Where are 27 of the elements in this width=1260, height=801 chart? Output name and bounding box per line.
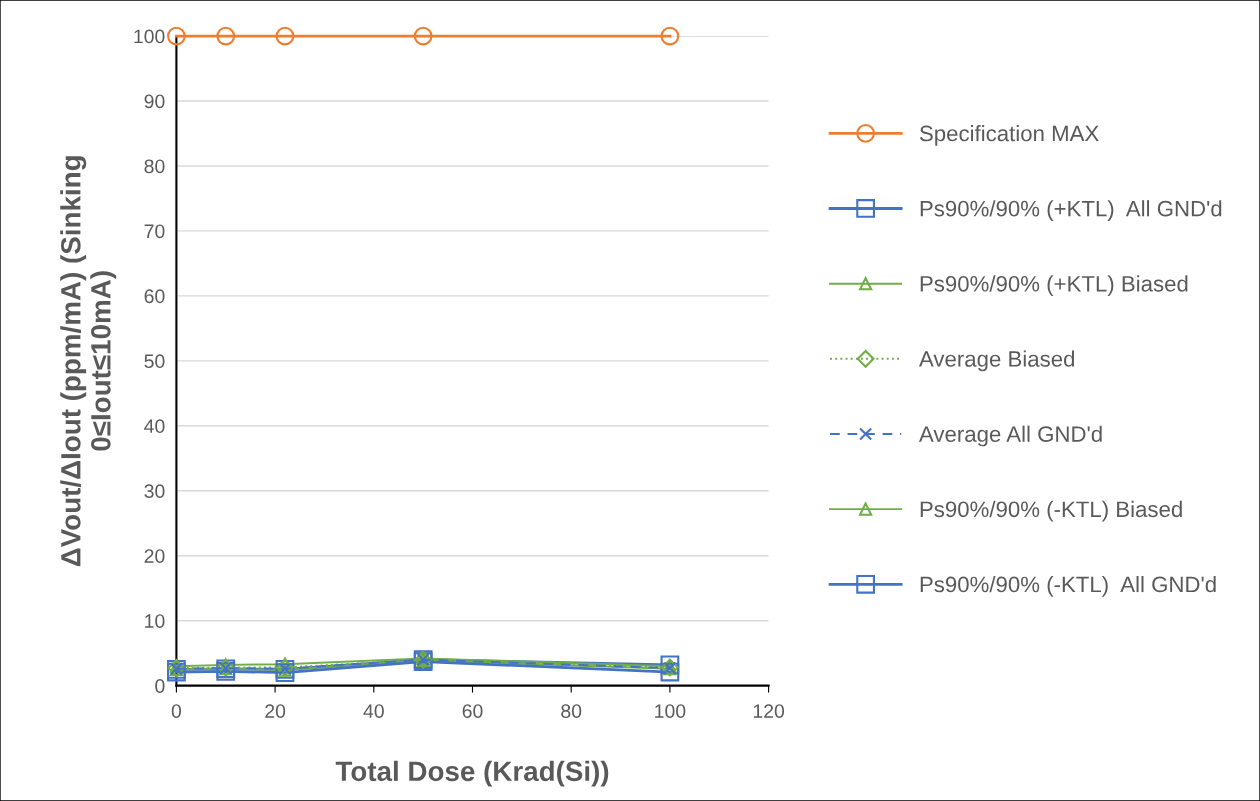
legend-label: Average All GND'd <box>918 425 1102 447</box>
x-tick-label: 100 <box>655 704 686 718</box>
x-tick-label: 0 <box>171 704 182 718</box>
x-axis-title: Total Dose (Krad(Si)) <box>335 760 609 787</box>
y-tick-label: 0 <box>155 679 165 693</box>
legend-label: Ps90%/90% (+KTL) All GND'd <box>920 200 1222 221</box>
y-tick-label: 100 <box>134 29 165 44</box>
y-axis-title: ΔVout/ΔIout (ppm/mA) (Sinking 0≤Iout≤10mA) <box>60 156 117 567</box>
x-tick-label: 120 <box>753 704 785 718</box>
x-tick-label: 20 <box>265 704 286 718</box>
legend-label: Ps90%/90% (-KTL) Biased <box>920 500 1182 522</box>
legend-label: Average Biased <box>918 350 1075 372</box>
x-tick-label: 40 <box>363 704 384 718</box>
y-tick-label: 90 <box>144 94 165 109</box>
y-tick-label: 70 <box>144 224 165 239</box>
legend-label: Specification MAX <box>919 125 1099 146</box>
y-tick-label: 80 <box>144 159 165 174</box>
y-tick-label: 50 <box>144 354 165 369</box>
y-tick-label: 20 <box>144 549 165 563</box>
legend-label: Ps90%/90% (-KTL) All GND'd <box>920 575 1216 597</box>
x-tick-label: 80 <box>561 704 582 718</box>
y-tick-label: 30 <box>144 484 165 499</box>
x-tick-label: 60 <box>462 704 483 718</box>
y-tick-label: 60 <box>144 289 165 304</box>
y-tick-label: 40 <box>144 419 165 434</box>
legend-label: Ps90%/90% (+KTL) Biased <box>920 275 1188 297</box>
y-tick-label: 10 <box>145 614 165 628</box>
